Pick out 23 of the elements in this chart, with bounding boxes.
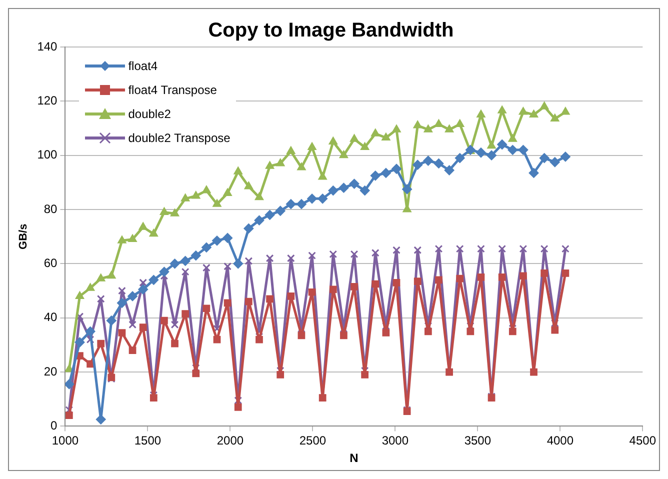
legend-label: float4 [128,59,158,73]
x-tick-label: 4500 [629,434,656,448]
x-tick-label: 1000 [52,434,79,448]
y-axis-title: GB/s [18,224,30,250]
x-tick-label: 2000 [216,434,244,448]
x-tick-label: 1500 [134,434,162,448]
y-tick-label: 0 [50,418,58,433]
y-tick-label: 80 [44,202,58,216]
y-tick-label: 120 [37,93,58,108]
legend-label: double2 Transpose [128,131,230,145]
y-tick-label: 20 [44,364,58,378]
x-tick-label: 3000 [382,434,409,448]
legend-label: double2 [128,107,171,121]
chart-title: Copy to Image Bandwidth [208,20,454,42]
x-tick-label: 4000 [546,434,574,448]
y-tick-label: 140 [37,39,58,54]
x-tick-label: 3500 [464,434,492,448]
y-tick-label: 100 [37,148,58,162]
x-axis-title: N [350,451,358,466]
legend-label: float4 Transpose [128,83,217,97]
y-tick-label: 60 [44,256,58,270]
y-tick-label: 40 [44,310,58,324]
x-tick-label: 2500 [299,434,326,448]
